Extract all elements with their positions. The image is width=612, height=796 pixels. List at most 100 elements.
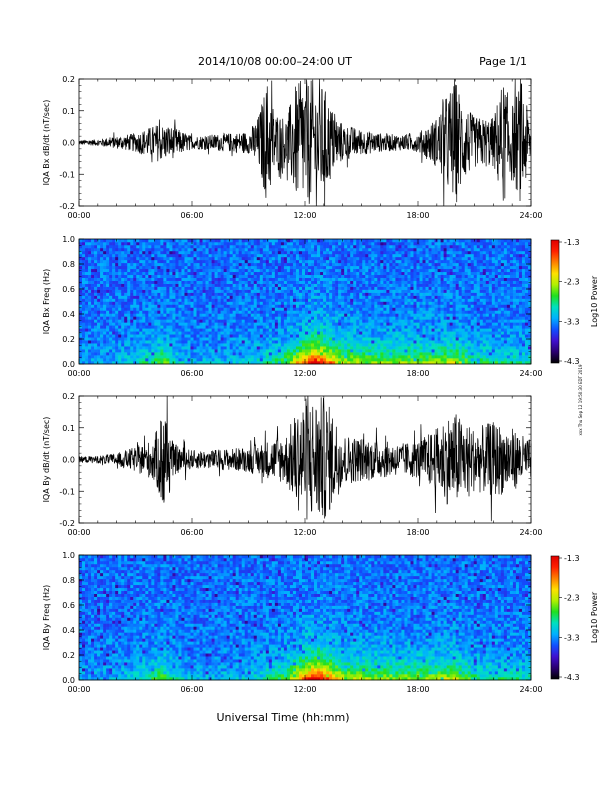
spectrogram-cell [344, 313, 347, 316]
spectrogram-cell [227, 304, 230, 307]
spectrogram-cell [410, 263, 413, 266]
spectrogram-cell [136, 245, 139, 248]
spectrogram-cell [148, 337, 151, 340]
spectrogram-cell [371, 302, 374, 305]
spectrogram-cell [187, 251, 190, 254]
spectrogram-cell [148, 307, 151, 310]
spectrogram-cell [317, 343, 320, 346]
spectrogram-cell [206, 337, 209, 340]
spectrogram-cell [209, 251, 212, 254]
spectrogram-cell [420, 355, 423, 358]
spectrogram-cell [299, 266, 302, 269]
spectrogram-cell [184, 260, 187, 263]
spectrogram-cell [317, 260, 320, 263]
spectrogram-cell [148, 290, 151, 293]
spectrogram-cell [88, 340, 91, 343]
spectrogram-cell [242, 355, 245, 358]
spectrogram-cell [97, 299, 100, 302]
spectrogram-cell [287, 296, 290, 299]
spectrogram-cell [139, 334, 142, 337]
spectrogram-cell [320, 334, 323, 337]
spectrogram-cell [181, 352, 184, 355]
spectrogram-cell [200, 254, 203, 257]
spectrogram-cell [290, 337, 293, 340]
spectrogram-cell [344, 349, 347, 352]
spectrogram-cell [79, 281, 82, 284]
waveform-trace [79, 79, 531, 206]
spectrogram-cell [293, 337, 296, 340]
spectrogram-cell [389, 284, 392, 287]
spectrogram-cell [94, 316, 97, 319]
spectrogram-cell [290, 239, 293, 242]
spectrogram-cell [338, 331, 341, 334]
spectrogram-cell [263, 281, 266, 284]
spectrogram-cell [296, 254, 299, 257]
spectrogram-cell [410, 343, 413, 346]
spectrogram-cell [218, 352, 221, 355]
spectrogram-cell [353, 257, 356, 260]
spectrogram-cell [299, 325, 302, 328]
spectrogram-cell [194, 254, 197, 257]
spectrogram-cell [426, 293, 429, 296]
spectrogram-cell [404, 260, 407, 263]
spectrogram-cell [169, 346, 172, 349]
spectrogram-cell [374, 313, 377, 316]
spectrogram-cell [178, 257, 181, 260]
spectrogram-cell [100, 269, 103, 272]
spectrogram-cell [380, 260, 383, 263]
spectrogram-cell [178, 272, 181, 275]
spectrogram-cell [266, 287, 269, 290]
spectrogram-cell [118, 334, 121, 337]
spectrogram-cell [224, 278, 227, 281]
spectrogram-cell [233, 272, 236, 275]
spectrogram-cell [245, 310, 248, 313]
spectrogram-cell [344, 257, 347, 260]
spectrogram-cell [197, 331, 200, 334]
spectrogram-cell [398, 337, 401, 340]
spectrogram-cell [209, 313, 212, 316]
spectrogram-cell [242, 284, 245, 287]
spectrogram-cell [133, 313, 136, 316]
spectrogram-cell [127, 358, 130, 361]
spectrogram-cell [94, 290, 97, 293]
spectrogram-cell [233, 331, 236, 334]
spectrogram-cell [335, 290, 338, 293]
spectrogram-cell [100, 313, 103, 316]
spectrogram-cell [413, 254, 416, 257]
spectrogram-cell [404, 290, 407, 293]
spectrogram-cell [233, 313, 236, 316]
spectrogram-cell [260, 346, 263, 349]
spectrogram-cell [287, 346, 290, 349]
spectrogram-cell [79, 296, 82, 299]
spectrogram-cell [326, 263, 329, 266]
spectrogram-cell [359, 269, 362, 272]
spectrogram-cell [130, 331, 133, 334]
spectrogram-cell [203, 299, 206, 302]
spectrogram-cell [278, 343, 281, 346]
spectrogram-cell [133, 272, 136, 275]
spectrogram-cell [94, 242, 97, 245]
spectrogram-cell [305, 290, 308, 293]
spectrogram-cell [420, 349, 423, 352]
spectrogram-cell [184, 245, 187, 248]
spectrogram-cell [326, 319, 329, 322]
spectrogram-cell [142, 358, 145, 361]
spectrogram-cell [181, 239, 184, 242]
spectrogram-cell [151, 242, 154, 245]
spectrogram-cell [115, 269, 118, 272]
spectrogram-cell [266, 310, 269, 313]
spectrogram-cell [377, 278, 380, 281]
spectrogram-cell [420, 322, 423, 325]
spectrogram-cell [308, 346, 311, 349]
spectrogram-cell [227, 293, 230, 296]
spectrogram-cell [130, 352, 133, 355]
spectrogram-cell [362, 299, 365, 302]
spectrogram-cell [423, 263, 426, 266]
spectrogram-cell [296, 304, 299, 307]
spectrogram-cell [423, 349, 426, 352]
spectrogram-cell [329, 343, 332, 346]
spectrogram-cell [362, 346, 365, 349]
spectrogram-cell [347, 331, 350, 334]
spectrogram-cell [230, 254, 233, 257]
spectrogram-cell [251, 248, 254, 251]
